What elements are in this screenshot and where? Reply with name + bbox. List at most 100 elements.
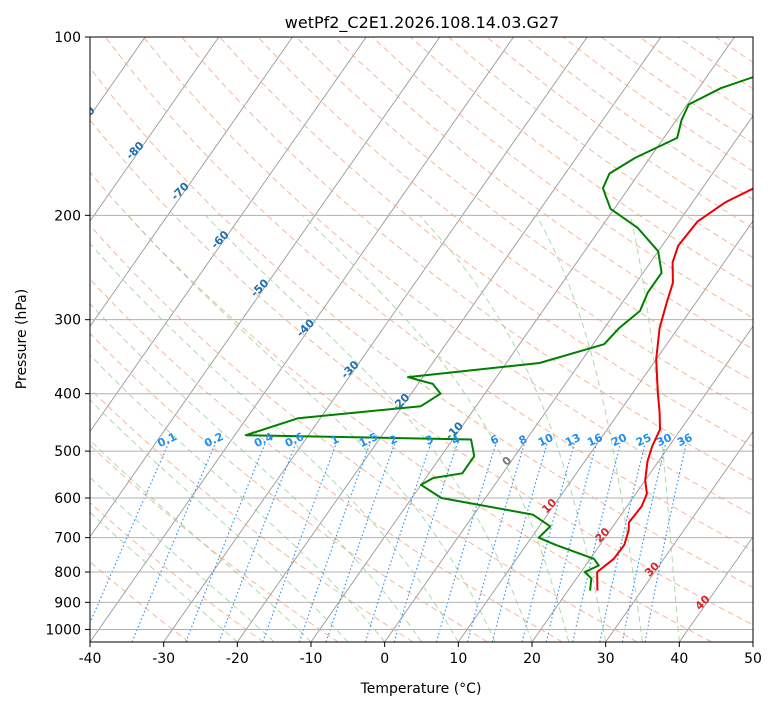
moist-adiabat-line [535, 215, 643, 642]
x-tick-label: 20 [523, 651, 541, 667]
mixing-ratio-label: 10 [536, 431, 556, 449]
mixing-ratio-label: 3 [423, 433, 435, 448]
dry-adiabat-line [257, 37, 753, 414]
isotherm-line [678, 535, 753, 642]
dry-adiabat-line [90, 502, 264, 642]
mixing-ratio-lines [90, 443, 687, 642]
moist-adiabat-line [90, 439, 312, 642]
mixing-ratio-line [466, 443, 526, 642]
mixing-ratio-line [364, 443, 432, 642]
mixing-ratio-label: 13 [563, 431, 582, 449]
isotherm-label: 10 [539, 496, 559, 516]
mixing-ratio-line [572, 443, 622, 642]
dry-adiabat-line [90, 444, 339, 642]
isotherm-line [90, 37, 220, 222]
profiles [244, 76, 753, 591]
isotherm-label: -60 [208, 228, 231, 251]
x-tick-label: -20 [226, 651, 249, 667]
moist-adiabat-line [302, 214, 570, 642]
dry-adiabat-line [90, 171, 712, 642]
pressure-grid [90, 37, 753, 630]
temperature-line [596, 187, 753, 591]
moist-adiabat-line [419, 214, 607, 642]
mixing-ratio-line [262, 443, 337, 642]
mixing-ratio-label: 2 [387, 433, 399, 448]
dry-adiabat-line [90, 388, 414, 642]
mixing-ratio-line [435, 443, 497, 642]
mixing-ratio-label: 6 [488, 432, 501, 447]
mixing-ratio-label: 8 [517, 433, 529, 448]
mixing-ratio-line [185, 443, 266, 642]
mixing-ratio-label: 0.1 [156, 430, 179, 450]
dewpoint-line [244, 76, 753, 591]
mixing-ratio-label: 20 [609, 431, 629, 449]
isotherm-label: -80 [123, 139, 146, 162]
y-tick-label: 600 [54, 491, 81, 507]
y-tick-label: 300 [54, 313, 81, 329]
y-tick-label: 900 [54, 595, 81, 611]
isotherm-line [605, 430, 753, 642]
background-lines [0, 37, 753, 642]
x-axis: -40 -30 -20 -10 0 10 20 30 40 50 [79, 642, 762, 667]
mixing-ratio-label: 0.2 [202, 430, 225, 450]
isotherm-label: 40 [693, 592, 713, 612]
dry-adiabat-line [333, 37, 753, 350]
isotherm-label: -50 [248, 276, 271, 299]
dry-adiabat-line [295, 37, 753, 382]
x-tick-label: -30 [152, 651, 175, 667]
y-tick-label: 400 [54, 387, 81, 403]
mixing-ratio-line [491, 443, 548, 642]
mixing-ratio-label: 30 [654, 431, 674, 449]
dry-adiabat-line [90, 278, 563, 642]
isotherm-label: -90 [74, 104, 97, 127]
isotherm-label: 0 [500, 454, 515, 469]
y-tick-label: 200 [54, 208, 81, 224]
x-axis-label: Temperature (°C) [360, 681, 482, 697]
mixing-ratio-label: 16 [585, 431, 605, 449]
isotherm-line [384, 115, 753, 642]
x-tick-label: -40 [79, 651, 102, 667]
mixing-ratio-line [298, 443, 371, 642]
y-axis-label: Pressure (hPa) [14, 289, 30, 389]
y-tick-label: 1000 [45, 622, 81, 638]
moist-adiabat-line [90, 476, 275, 642]
isotherm-line [90, 37, 441, 538]
dry-adiabat-line [143, 37, 753, 516]
isotherm-line [90, 37, 367, 433]
y-tick-label: 500 [54, 444, 81, 460]
isotherm-line [752, 641, 753, 642]
x-tick-label: 40 [670, 651, 688, 667]
y-tick-label: 700 [54, 531, 81, 547]
dry-adiabat-line [219, 37, 753, 448]
y-axis: 100 200 300 400 500 600 700 800 900 1000 [45, 30, 90, 638]
x-tick-label: 30 [597, 651, 615, 667]
dry-adiabat-line [181, 37, 753, 482]
isotherm-line [0, 37, 72, 642]
dry-adiabat-line [677, 37, 753, 90]
dry-adiabat-line [104, 37, 753, 552]
x-tick-label: 50 [744, 651, 762, 667]
mixing-ratio-line [621, 443, 667, 642]
isotherm-line [90, 37, 293, 328]
mixing-ratio-label: 36 [675, 431, 695, 449]
dry-adiabat-line [486, 37, 753, 229]
x-tick-label: 0 [380, 651, 389, 667]
mixing-ratio-label: 1.5 [357, 430, 380, 450]
moist-adiabat-line [127, 214, 496, 642]
mixing-ratio-line [393, 443, 458, 642]
dry-adiabat-line [601, 37, 753, 144]
plot-frame [89, 36, 754, 643]
isotherm-label: -100 [22, 67, 51, 96]
x-tick-label: -10 [300, 651, 323, 667]
dry-adiabat-line [448, 37, 753, 259]
isotherm-line [531, 325, 753, 642]
dry-adiabat-line [639, 37, 753, 117]
isotherm-label: -70 [169, 180, 192, 203]
moist-adiabat-line [90, 302, 422, 642]
dry-adiabat-line [90, 224, 638, 642]
mixing-ratio-label: 0.6 [283, 430, 306, 450]
mixing-ratio-label: 25 [634, 431, 653, 449]
moist-adiabat-line [90, 511, 238, 642]
moist-adiabat-line [90, 242, 459, 642]
